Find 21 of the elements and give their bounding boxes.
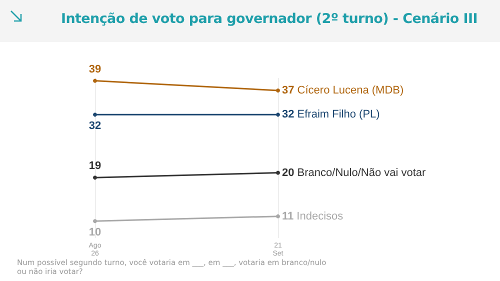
data-label: 20	[282, 166, 294, 179]
series-label: Efraim Filho (PL)	[294, 108, 380, 121]
data-label: 39	[88, 63, 102, 76]
point	[276, 170, 280, 175]
point	[276, 112, 280, 117]
data-label: 19	[88, 160, 102, 172]
point	[276, 88, 280, 92]
data-label: 10	[88, 226, 102, 239]
point	[93, 176, 97, 180]
point	[276, 214, 280, 218]
point	[93, 219, 97, 224]
data-label: 32	[88, 120, 102, 132]
data-label: 32	[282, 108, 294, 121]
series-label: Indecisos	[294, 210, 344, 222]
point	[93, 112, 97, 117]
series-label: Branco/Nulo/Não vai votar	[294, 166, 426, 179]
data-label: 11	[282, 210, 294, 222]
series-label: Cícero Lucena (MDB)	[294, 84, 404, 96]
point	[93, 78, 97, 83]
chart-title: Intenção de voto para governador (2º turno) - Cenário III	[61, 11, 478, 27]
data-label: 37	[282, 84, 294, 96]
